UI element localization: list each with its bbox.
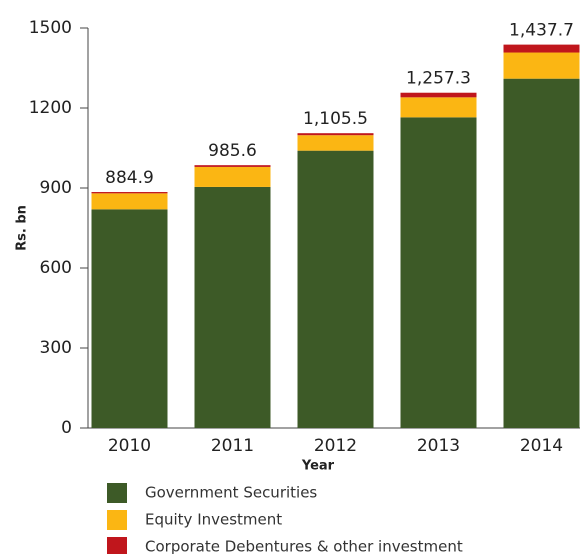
y-tick-label: 900	[40, 178, 72, 198]
bar-segment	[91, 192, 168, 194]
bar-segment	[503, 78, 580, 429]
legend-swatch	[107, 537, 127, 554]
total-label: 884.9	[105, 168, 154, 188]
x-tick-label: 2011	[211, 436, 254, 456]
bar-segment	[297, 150, 374, 428]
bar-segment	[194, 186, 271, 428]
legend-label: Government Securities	[145, 484, 317, 502]
bar-segment	[503, 44, 580, 53]
x-tick-label: 2010	[108, 436, 151, 456]
total-label: 1,257.3	[406, 69, 471, 89]
bar-segment	[91, 209, 168, 428]
bar-segment	[400, 92, 477, 98]
x-axis-title: Year	[301, 459, 335, 474]
y-tick-label: 1200	[29, 98, 72, 118]
bar-segment	[400, 97, 477, 118]
x-tick-label: 2014	[520, 436, 563, 456]
total-label: 1,105.5	[303, 109, 368, 129]
bar-segment	[91, 193, 168, 210]
legend-label: Equity Investment	[145, 511, 282, 529]
x-tick-label: 2012	[314, 436, 357, 456]
y-tick-label: 300	[40, 338, 72, 358]
y-tick-label: 0	[61, 418, 72, 438]
legend-swatch	[107, 510, 127, 530]
bar-segment	[503, 52, 580, 79]
bar-segment	[194, 166, 271, 187]
total-label: 1,437.7	[509, 21, 574, 41]
total-label: 985.6	[208, 141, 257, 161]
legend-label: Corporate Debentures & other investment	[145, 538, 463, 554]
y-tick-label: 600	[40, 258, 72, 278]
bar-segment	[194, 165, 271, 167]
bar-segment	[297, 135, 374, 151]
y-tick-label: 1500	[29, 18, 72, 38]
legend-swatch	[107, 483, 127, 503]
x-tick-label: 2013	[417, 436, 460, 456]
bar-segment	[400, 117, 477, 428]
bar-segment	[297, 133, 374, 136]
y-axis-title: Rs. bn	[15, 205, 30, 251]
